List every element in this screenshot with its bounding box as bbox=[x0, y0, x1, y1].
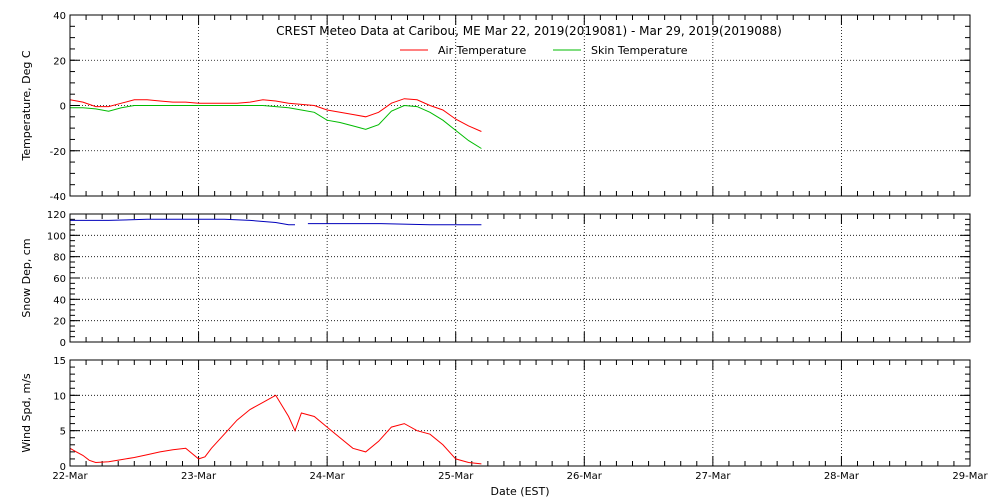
series-line-1-0 bbox=[307, 223, 482, 226]
x-tick-label: 24-Mar bbox=[310, 471, 346, 482]
x-tick-label: 29-Mar bbox=[952, 471, 988, 482]
x-tick-label: 26-Mar bbox=[567, 471, 603, 482]
y-tick-label: 5 bbox=[60, 427, 66, 438]
series-line-0-1 bbox=[70, 104, 482, 149]
y-tick-label: 60 bbox=[53, 274, 66, 285]
series-line-0-0 bbox=[69, 98, 482, 132]
y-axis-title: Wind Spd, m/s bbox=[20, 373, 33, 453]
legend-label-skin: Skin Temperature bbox=[591, 44, 688, 57]
y-tick-label: 0 bbox=[60, 338, 66, 349]
x-tick-label: 27-Mar bbox=[695, 471, 731, 482]
legend: Air Temperature Skin Temperature bbox=[400, 44, 688, 57]
x-tick-label: 23-Mar bbox=[181, 471, 217, 482]
y-tick-label: 0 bbox=[60, 462, 66, 473]
plot-frame bbox=[69, 14, 971, 197]
legend-label-air: Air Temperature bbox=[438, 44, 527, 57]
panel-2: 0 5 10 15 Wind Spd, m/s 22-Mar 23-Mar 24-Mar 25-… bbox=[20, 356, 988, 482]
y-tick-label: 80 bbox=[53, 253, 66, 264]
series-line-1-0 bbox=[70, 218, 295, 226]
x-tick-label: 25-Mar bbox=[438, 471, 474, 482]
series-line-2-0 bbox=[69, 394, 482, 465]
y-tick-label: 10 bbox=[53, 391, 66, 402]
y-tick-label: 0 bbox=[60, 102, 66, 113]
y-tick-label: 20 bbox=[53, 56, 66, 67]
y-axis-title: Temperature, Deg C bbox=[20, 50, 33, 161]
x-tick-label: 28-Mar bbox=[824, 471, 860, 482]
y-tick-label: -20 bbox=[50, 147, 66, 158]
y-tick-label: 100 bbox=[47, 231, 66, 242]
y-axis-title: Snow Dep, cm bbox=[20, 238, 33, 317]
y-tick-label: -40 bbox=[50, 192, 66, 203]
y-tick-label: 20 bbox=[53, 317, 66, 328]
plot-frame bbox=[69, 359, 971, 467]
panel-1: 0 20 40 60 80 100 120 Snow Dep, cm bbox=[20, 210, 971, 349]
y-tick-label: 40 bbox=[53, 11, 66, 22]
x-tick-label: 22-Mar bbox=[52, 471, 88, 482]
chart-title: CREST Meteo Data at Caribou, ME Mar 22, … bbox=[276, 24, 782, 38]
x-axis-title: Date (EST) bbox=[490, 485, 549, 498]
plot-frame bbox=[69, 213, 971, 343]
panel-0: -40 -20 0 20 40 Temperature, Deg C bbox=[20, 11, 971, 203]
y-tick-label: 120 bbox=[47, 210, 66, 221]
y-tick-label: 15 bbox=[53, 356, 66, 367]
y-tick-label: 40 bbox=[53, 295, 66, 306]
